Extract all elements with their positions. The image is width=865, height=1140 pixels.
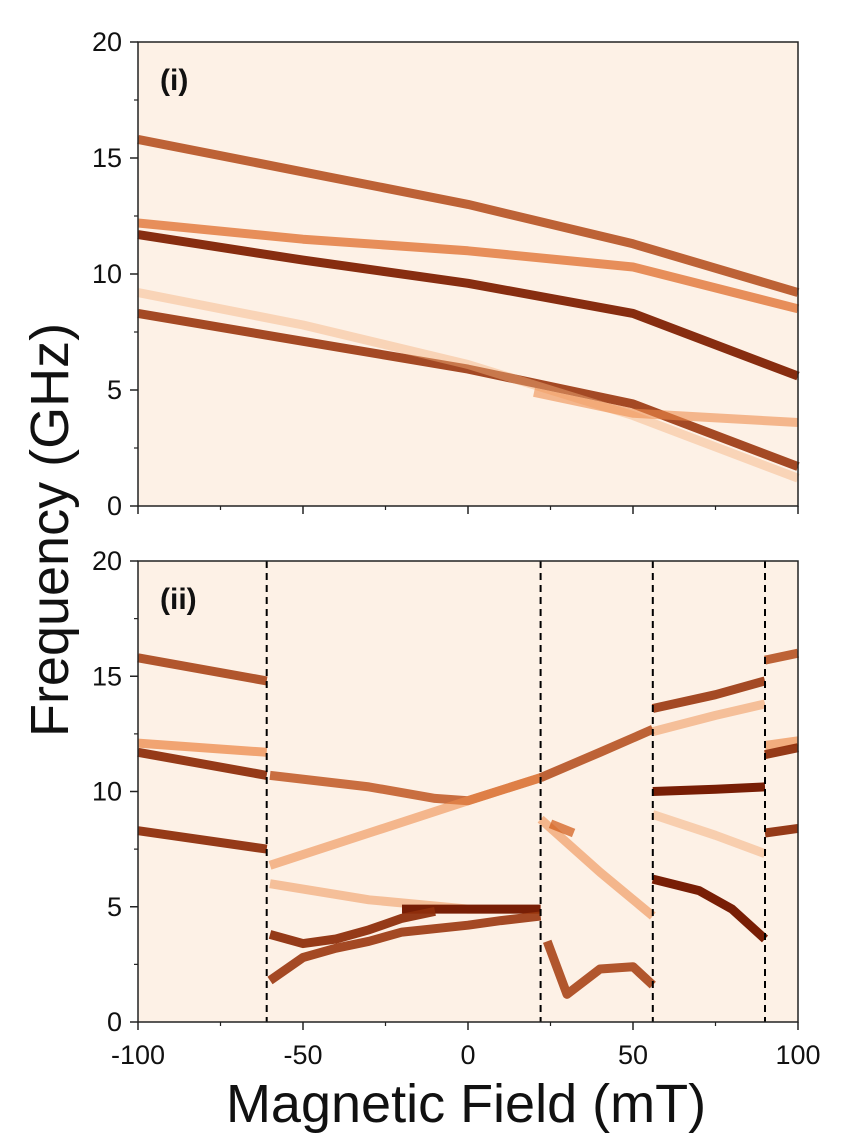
x-tick-label: -50 (283, 1040, 322, 1070)
mode-D-top-faint (651, 699, 767, 736)
mode-B-rising (268, 773, 542, 870)
panel-label: (ii) (160, 583, 197, 616)
y-tick-label: 10 (92, 777, 122, 807)
mode-D-faint (651, 810, 767, 858)
y-tick-label: 15 (92, 143, 122, 173)
x-tick-label: 0 (460, 1040, 475, 1070)
mode-D-mid (652, 782, 766, 796)
x-axis-title: Magnetic Field (mT) (226, 1074, 706, 1134)
mode-A-low (137, 826, 268, 854)
y-tick-label: 20 (92, 27, 122, 57)
mode-C-dip (542, 939, 656, 999)
x-tick-label: -100 (111, 1040, 165, 1070)
mode-B-band-lower (267, 911, 542, 985)
y-tick-label: 15 (92, 661, 122, 691)
mode-A-mid-faint (137, 738, 268, 757)
mode-C-falling (537, 815, 656, 920)
mode-D-top (651, 676, 767, 713)
mode-E-top (764, 648, 799, 665)
y-tick-label: 0 (107, 1007, 122, 1037)
mode-D-low (651, 874, 769, 943)
mode-B-band-upper (268, 906, 436, 949)
x-tick-label: 100 (775, 1040, 820, 1070)
x-axis: -100 -50 0 50 100 (111, 1040, 821, 1070)
y-axis-title: Frequency (GHz) (20, 323, 80, 737)
mode-mode-upper (137, 134, 800, 297)
y-tick-label: 5 (107, 892, 122, 922)
y-tick-label: 5 (107, 375, 122, 405)
x-tick-label: 50 (618, 1040, 648, 1070)
mode-mode-branch (533, 387, 799, 427)
mode-C-rising (538, 725, 655, 782)
y-tick-label: 0 (107, 491, 122, 521)
mode-mode-middle (137, 230, 800, 381)
mode-mode-lower (137, 308, 800, 471)
mode-E-low (764, 823, 799, 838)
mode-A-top (137, 653, 268, 686)
panel-i: 0 5 10 15 20 (i) (92, 27, 800, 521)
y-tick-label: 20 (92, 546, 122, 576)
mode-A-mid (137, 747, 268, 780)
mode-E-mid-faint (764, 736, 799, 750)
panel-ii: 0 5 10 15 20 (ii) (92, 546, 799, 1037)
y-tick-label: 10 (92, 259, 122, 289)
panel-label: (i) (160, 64, 188, 97)
mode-mode-faint (137, 288, 800, 483)
mode-mode-upper-middle (137, 218, 800, 314)
mode-E-mid (764, 743, 799, 760)
mode-C-high (548, 819, 576, 838)
